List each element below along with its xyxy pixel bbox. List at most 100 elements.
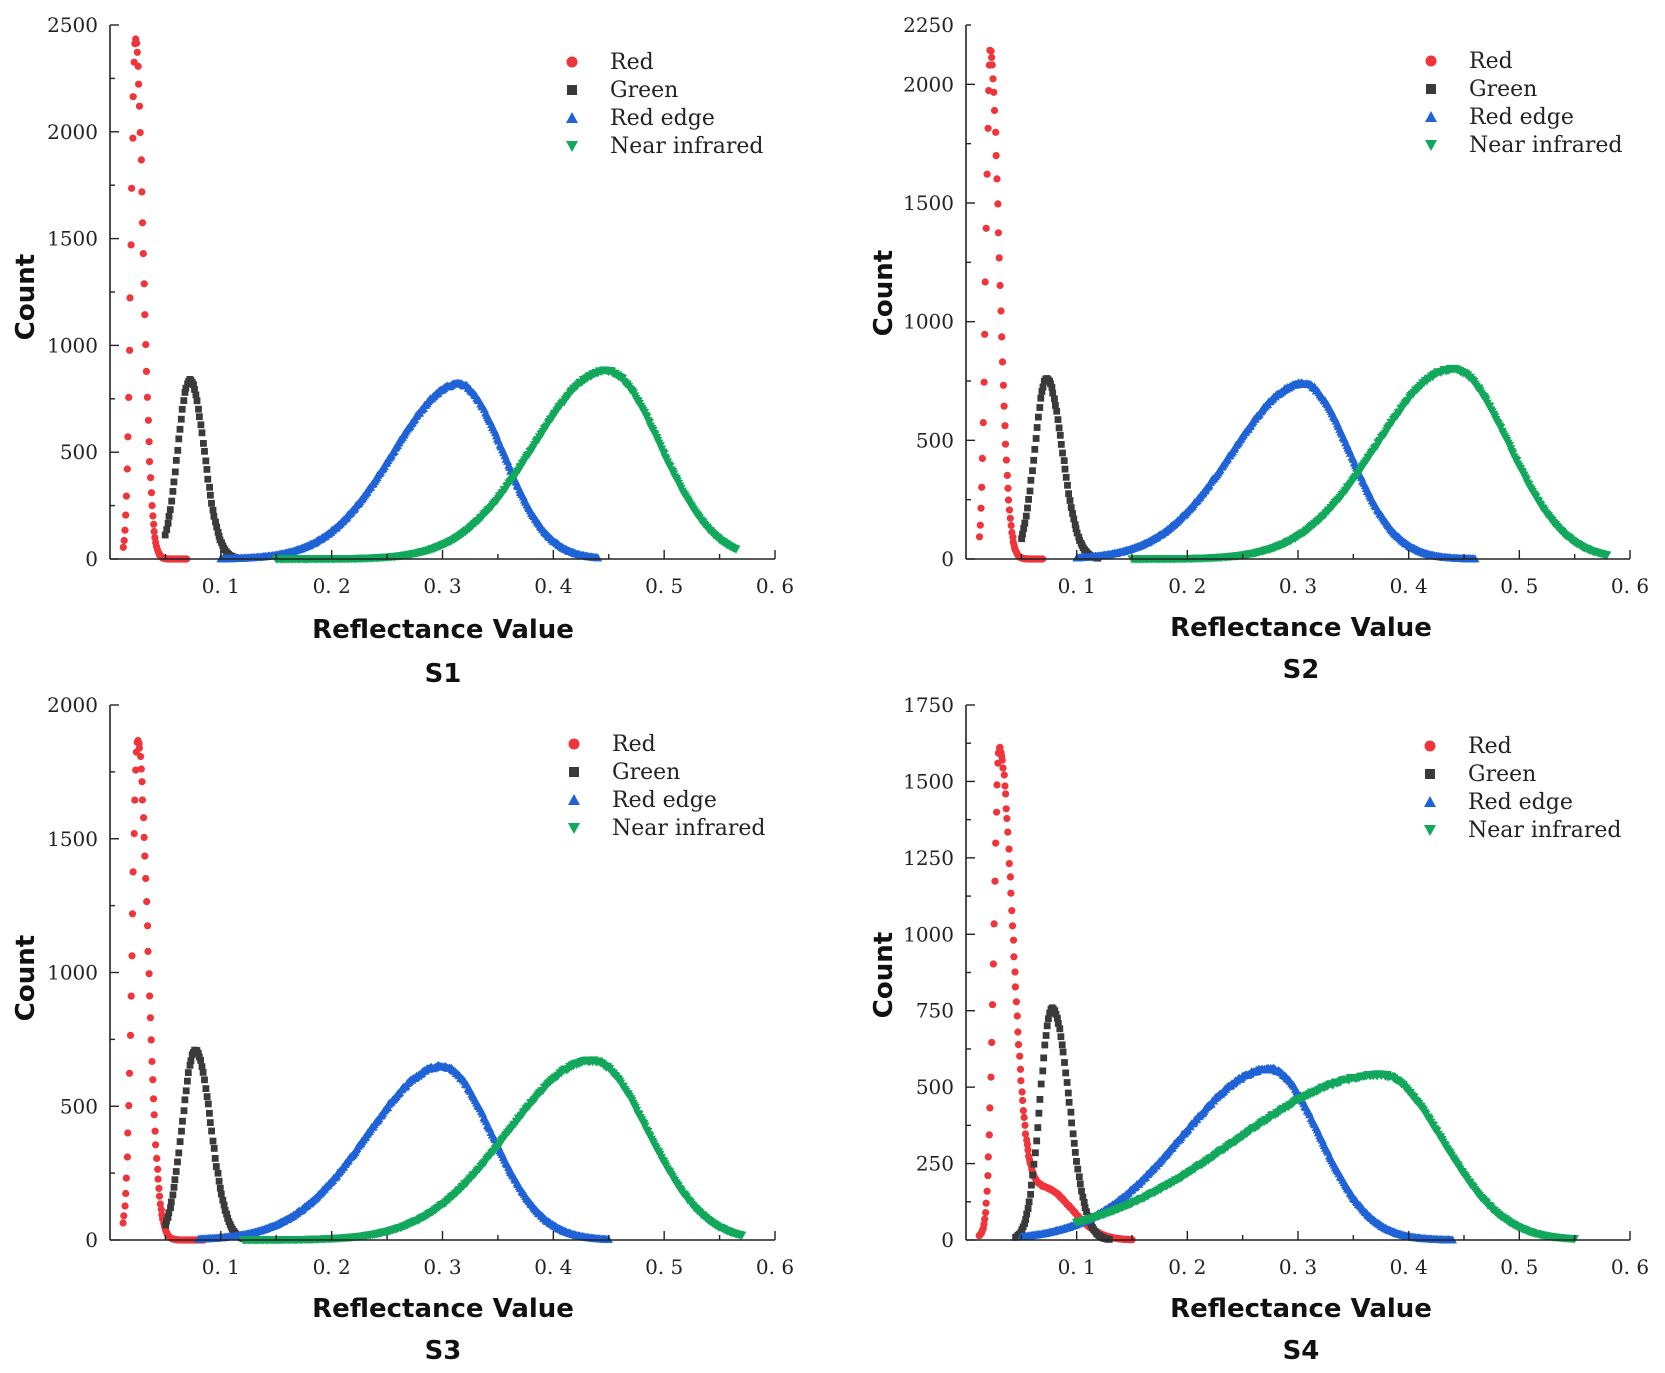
s1-y-tick-label: 500 [60, 440, 98, 464]
s1-green-point [196, 413, 203, 421]
s1-red-point [144, 416, 152, 424]
s3-green-point [182, 1087, 190, 1095]
s2-green-point [1060, 457, 1068, 464]
s2-series-green [1018, 375, 1102, 562]
panel-s4: 0. 1 0. 2 0. 3 0. 4 0. 5 0. 6 0 250 500 750 1000 12… [869, 693, 1649, 1366]
panel-s3: 0. 1 0. 2 0. 3 0. 4 0. 5 0. 6 0 500 1000 1500 2000… [11, 693, 794, 1366]
s3-data-marks [119, 736, 747, 1245]
s2-near-infrared-point [1602, 551, 1612, 560]
s4-green-point [1027, 1191, 1034, 1198]
s4-green-point [1083, 1208, 1090, 1216]
s1-green-point [203, 466, 211, 473]
s4-x-tick-label: 0. 1 [1058, 1255, 1096, 1279]
s4-series-red [975, 743, 1136, 1244]
s4-green-point [1032, 1149, 1039, 1157]
s3-green-point [203, 1093, 211, 1100]
s2-y-tick-label: 0 [941, 547, 954, 571]
s1-x-tick-label: 0. 2 [313, 574, 351, 598]
s2-red-point [992, 152, 1000, 160]
s2-red-point [990, 88, 998, 96]
s4-red-point [1007, 889, 1015, 897]
s4-legend-item-near-infrared: Near infrared [1424, 818, 1622, 843]
s4-y-axis-title: Count [869, 932, 899, 1018]
s1-legend-item-red: Red [566, 50, 654, 75]
s1-series-green [161, 376, 241, 562]
s2-green-point [1069, 510, 1076, 517]
s4-red-point [982, 1209, 990, 1217]
s2-red-point [1004, 484, 1012, 492]
s1-red-point [140, 280, 148, 288]
s1-green-point [170, 478, 178, 486]
s3-green-point [184, 1077, 191, 1085]
s3-legend-label-red: Red [612, 732, 656, 757]
s4-panel-title: S4 [1283, 1336, 1320, 1366]
s3-red-point [126, 1031, 135, 1039]
s1-green-point [168, 497, 176, 505]
s2-red-point [993, 175, 1001, 183]
s2-legend-label-near-infrared: Near infrared [1469, 133, 1623, 158]
s2-legend-item-green: Green [1426, 77, 1537, 102]
s1-green-point [207, 491, 214, 499]
s1-green-point [182, 384, 190, 392]
s3-x-tick-label: 0. 4 [534, 1255, 572, 1279]
s2-panel-title: S2 [1283, 655, 1320, 685]
s2-green-point [1018, 535, 1025, 543]
s2-red-point [1007, 521, 1015, 530]
s4-green-point [1025, 1198, 1033, 1206]
s2-red-point [981, 278, 989, 286]
s2-red-point [983, 170, 991, 178]
s2-x-tick-label: 0. 2 [1168, 574, 1206, 598]
s4-red-point [983, 1187, 991, 1195]
s2-green-point [1039, 383, 1047, 391]
s4-axes: 0. 1 0. 2 0. 3 0. 4 0. 5 0. 6 0 250 500 750 1000 12… [903, 693, 1649, 1279]
s1-red-point [135, 102, 144, 110]
s1-red-point [122, 511, 130, 519]
s1-red-point [120, 536, 128, 545]
s3-red-point [148, 1057, 156, 1066]
s2-green-point [1051, 395, 1058, 403]
s2-red-point [995, 254, 1003, 262]
s3-y-tick-label: 0 [85, 1228, 98, 1252]
s3-legend-item-green: Green [569, 760, 680, 785]
s3-legend-label-green: Green [612, 760, 680, 785]
s4-red-point [1002, 805, 1010, 813]
s3-red-point [141, 852, 149, 860]
s4-red-point [1008, 907, 1016, 915]
s1-y-tick-label: 2500 [47, 13, 98, 37]
s2-green-point [1052, 402, 1059, 409]
s2-series-near-infrared [1127, 364, 1612, 564]
s4-legend-item-green: Green [1425, 762, 1536, 787]
s3-green-point [223, 1210, 230, 1218]
s2-red-point [980, 378, 988, 386]
s1-red-point [133, 48, 141, 56]
s3-green-point [164, 1214, 172, 1221]
s2-red-point [998, 358, 1007, 366]
s2-green-point [1021, 519, 1029, 527]
s4-green-point [1057, 1033, 1065, 1041]
s2-red-point [994, 229, 1003, 237]
s1-x-tick-label: 0. 5 [645, 574, 683, 598]
s4-red-point [982, 1199, 990, 1207]
s2-green-point [1030, 456, 1038, 464]
s4-green-point [1035, 1109, 1043, 1117]
s1-green-point [215, 532, 223, 540]
s4-red-point [1016, 1065, 1025, 1073]
s1-green-point [165, 513, 173, 520]
s1-series-red-edge [216, 378, 603, 563]
s1-green-point [206, 483, 213, 491]
s3-red-point [122, 1174, 130, 1182]
s1-red-point [135, 80, 143, 88]
s1-green-point [197, 421, 205, 429]
s4-red-point [1021, 1130, 1030, 1138]
s4-red-point [988, 1038, 996, 1046]
s2-y-tick-label: 2250 [903, 13, 954, 37]
s4-green-point [1064, 1089, 1072, 1097]
s2-red-point [998, 333, 1006, 341]
s3-green-point [176, 1138, 184, 1145]
s3-red-point [145, 970, 153, 978]
s2-green-point [1038, 388, 1046, 395]
s1-legend-marker-red [566, 56, 578, 68]
s3-red-point [154, 1165, 162, 1173]
s3-red-point [144, 922, 152, 930]
s2-x-axis-title: Reflectance Value [1170, 613, 1432, 643]
